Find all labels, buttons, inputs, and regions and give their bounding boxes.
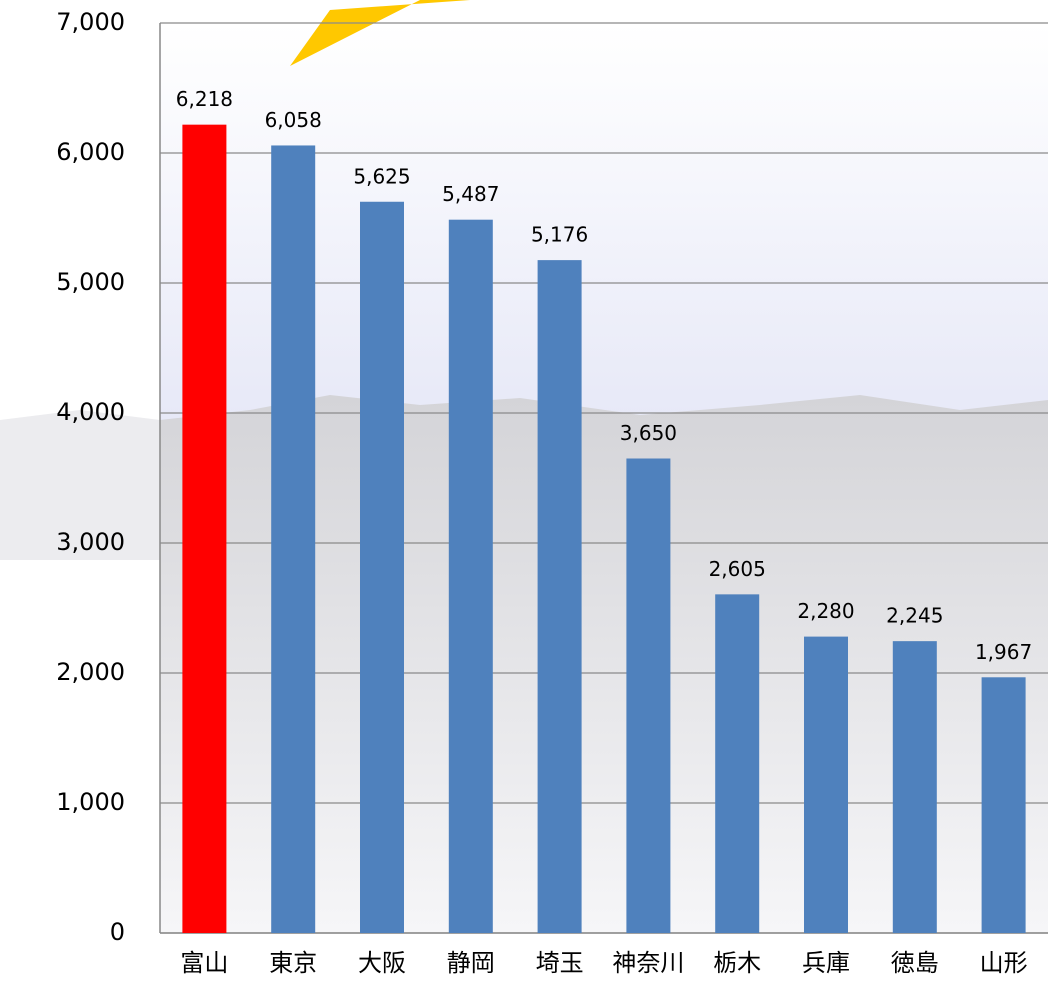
x-tick-label: 栃木 xyxy=(713,949,761,977)
value-label: 3,650 xyxy=(620,421,677,445)
lightning-decoration xyxy=(290,0,470,66)
y-tick-label: 0 xyxy=(110,918,125,946)
x-tick-label: 大阪 xyxy=(358,949,406,977)
bar xyxy=(626,458,671,933)
value-label: 6,058 xyxy=(265,108,322,132)
y-tick-label: 4,000 xyxy=(56,398,125,426)
mountain-backdrop xyxy=(0,410,160,560)
bar xyxy=(981,677,1026,933)
bar xyxy=(715,594,760,933)
y-tick-label: 3,000 xyxy=(56,528,125,556)
y-tick-label: 5,000 xyxy=(56,268,125,296)
value-label: 2,245 xyxy=(886,604,943,628)
bar xyxy=(892,641,937,933)
bar xyxy=(360,201,404,933)
bar xyxy=(448,219,493,933)
value-label: 5,176 xyxy=(531,223,588,247)
x-tick-label: 埼玉 xyxy=(536,949,584,977)
x-tick-label: 静岡 xyxy=(447,949,495,977)
value-label: 6,218 xyxy=(176,87,233,111)
value-label: 2,280 xyxy=(797,599,854,623)
y-tick-label: 2,000 xyxy=(56,658,125,686)
x-tick-label: 神奈川 xyxy=(612,949,684,977)
bar xyxy=(182,124,227,933)
value-label: 5,487 xyxy=(442,182,499,206)
bar xyxy=(271,145,316,933)
x-tick-label: 富山 xyxy=(180,949,228,977)
bar xyxy=(804,636,848,933)
x-tick-label: 山形 xyxy=(980,949,1028,977)
value-label: 1,967 xyxy=(975,640,1032,664)
x-tick-label: 兵庫 xyxy=(802,949,850,977)
x-tick-label: 東京 xyxy=(269,949,317,977)
y-tick-label: 1,000 xyxy=(56,788,125,816)
value-label: 2,605 xyxy=(709,557,766,581)
bar xyxy=(537,260,582,933)
value-label: 5,625 xyxy=(353,164,410,188)
y-tick-label: 6,000 xyxy=(56,138,125,166)
y-tick-label: 7,000 xyxy=(56,8,125,36)
x-tick-label: 徳島 xyxy=(891,949,939,977)
